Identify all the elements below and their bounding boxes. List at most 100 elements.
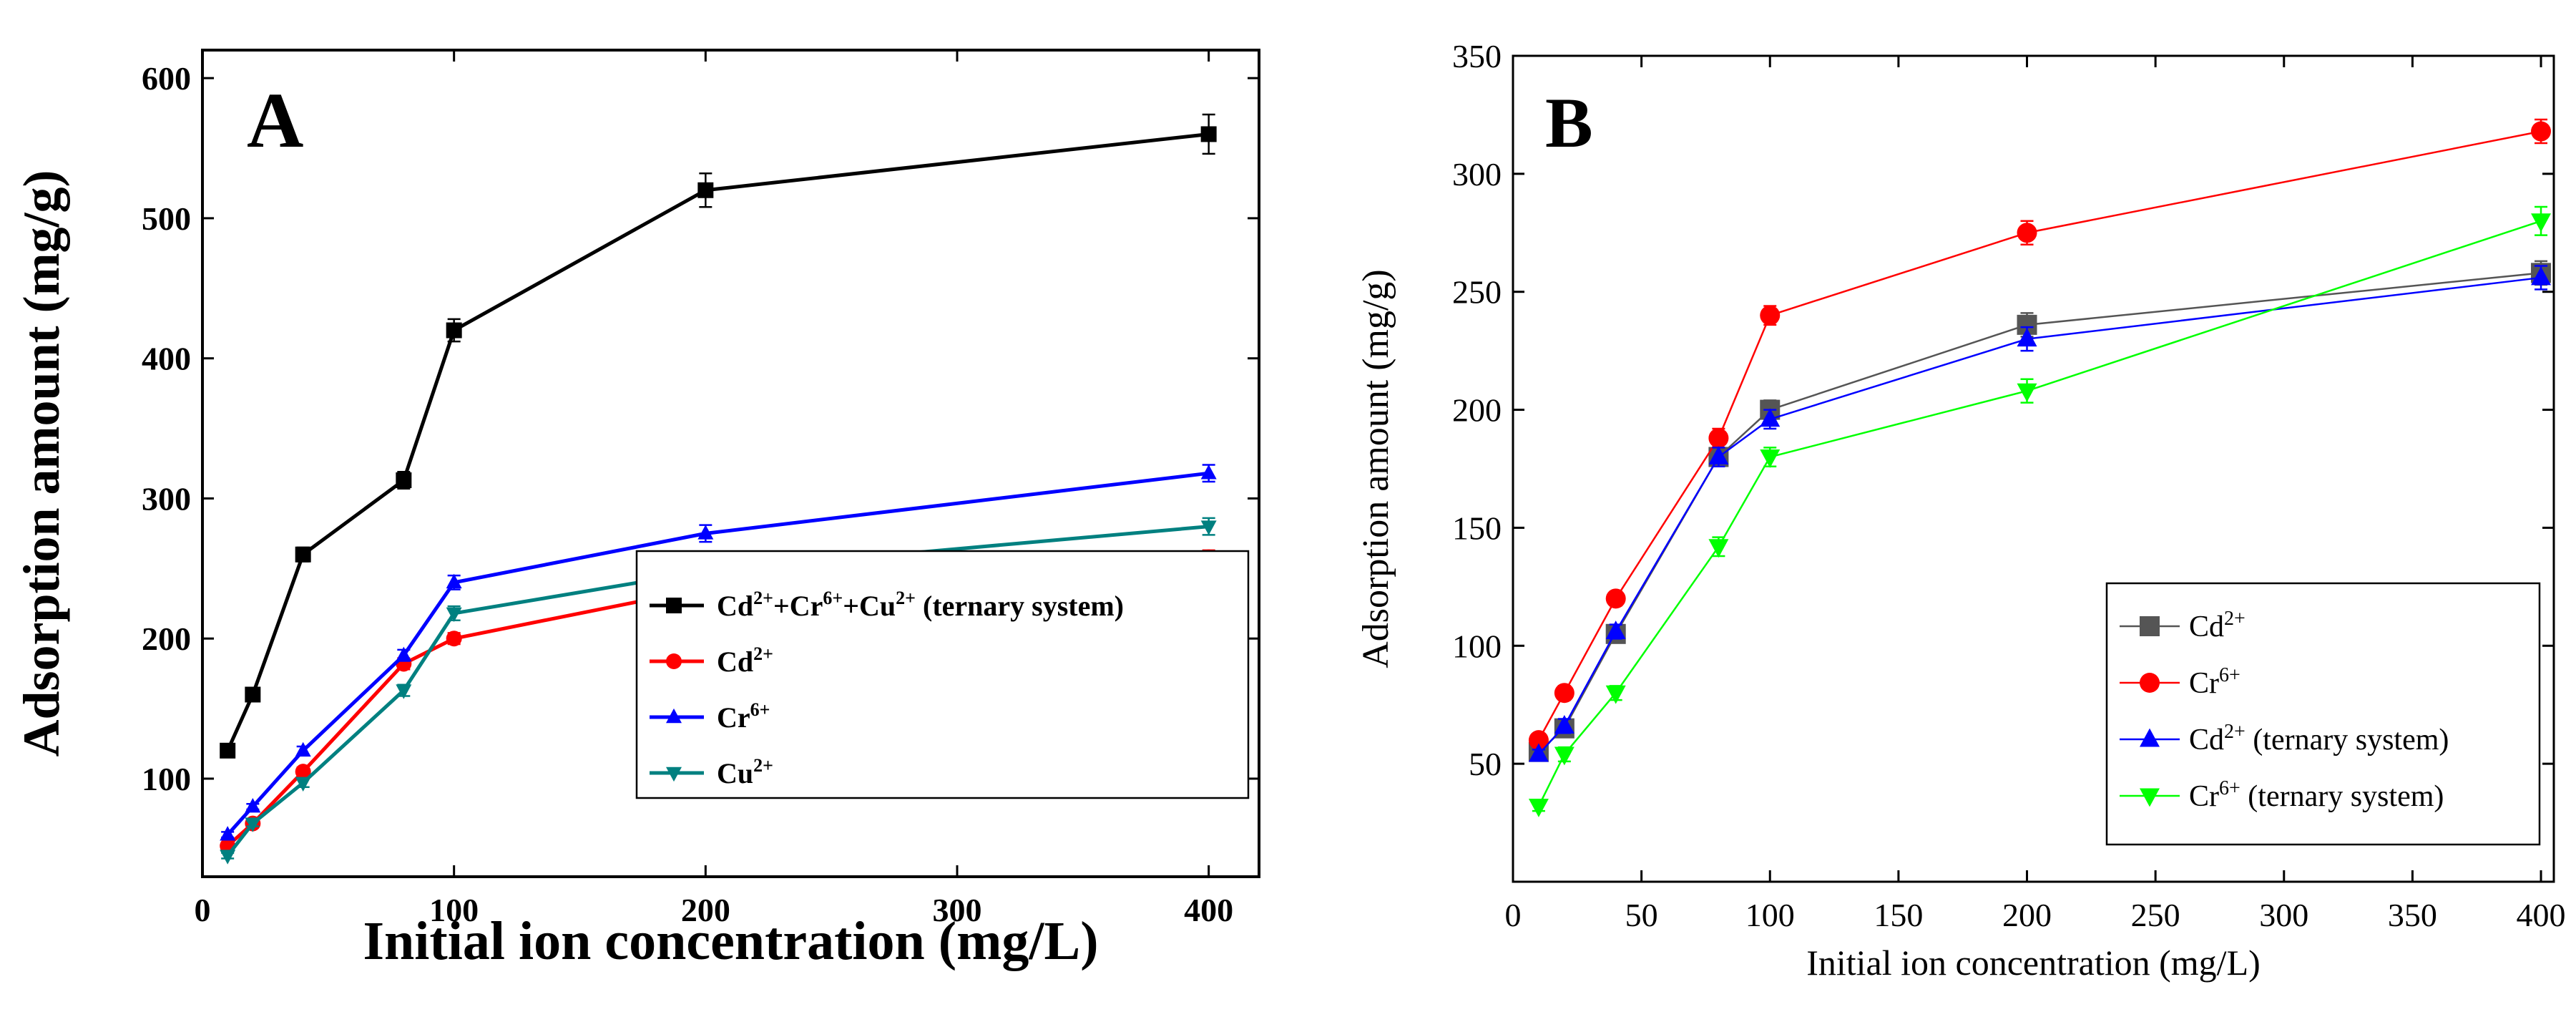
legend-label: Cr6+ xyxy=(717,699,770,734)
legend-superscript: 2+ xyxy=(753,755,773,776)
data-point xyxy=(1528,798,1549,817)
legend-label: Cd2+ xyxy=(717,643,773,678)
x-tick-label: 100 xyxy=(1745,897,1795,933)
x-axis-label: Initial ion concentration (mg/L) xyxy=(363,911,1098,971)
legend-text: +Cr xyxy=(773,590,823,622)
legend-text: Cd xyxy=(2189,724,2224,756)
data-point xyxy=(2531,121,2552,142)
x-tick-label: 200 xyxy=(2002,897,2052,933)
y-tick-label: 50 xyxy=(1469,746,1502,782)
y-tick-label: 300 xyxy=(1452,156,1502,193)
data-point xyxy=(1554,746,1575,766)
y-tick-label: 100 xyxy=(1452,628,1502,664)
data-point xyxy=(1554,683,1575,704)
x-tick-label: 400 xyxy=(2517,897,2566,933)
legend-label: Cu2+ xyxy=(717,755,773,789)
data-point xyxy=(1708,428,1729,449)
data-point xyxy=(697,182,714,198)
legend-label: Cd2+ xyxy=(2189,608,2246,643)
y-axis-label: Adsorption amount (mg/g) xyxy=(1356,269,1396,668)
panel-label: A xyxy=(247,77,303,164)
legend: Cd2++Cr6++Cu2+ (ternary system)Cd2+Cr6+C… xyxy=(635,550,1250,799)
x-tick-label: 0 xyxy=(195,892,211,928)
data-point xyxy=(446,631,462,647)
data-point xyxy=(295,764,311,780)
series-2 xyxy=(220,464,1217,841)
data-point xyxy=(220,826,236,841)
data-point xyxy=(1708,539,1729,558)
plot-frame xyxy=(1512,54,2555,883)
data-point xyxy=(1528,730,1549,751)
y-tick-label: 150 xyxy=(1452,510,1502,546)
y-tick-label: 400 xyxy=(142,341,191,377)
legend-label: Cd2+ (ternary system) xyxy=(2189,721,2449,756)
data-point xyxy=(446,573,462,589)
legend-text: (ternary system) xyxy=(2240,780,2444,813)
data-point xyxy=(1200,126,1217,142)
panel-b: 0 50 100 150 200 250 300 350 400 50 100 150 200 250 30… xyxy=(1356,38,2566,983)
data-point xyxy=(1528,743,1549,762)
legend-marker xyxy=(2140,616,2160,636)
x-tick-label: 0 xyxy=(1505,897,1522,933)
legend-superscript: 2+ xyxy=(753,643,773,664)
legend-superscript: 6+ xyxy=(823,588,843,608)
legend-marker xyxy=(666,767,682,782)
data-point xyxy=(697,525,714,540)
data-point xyxy=(245,686,261,703)
data-point xyxy=(1554,714,1575,734)
data-point xyxy=(1605,588,1626,609)
data-point xyxy=(1760,449,1781,468)
legend-item: Cr6+ xyxy=(2120,664,2240,700)
data-point xyxy=(220,850,236,865)
y-tick-label: 250 xyxy=(1452,274,1502,311)
data-point xyxy=(396,472,412,488)
data-point xyxy=(2531,213,2552,233)
data-point xyxy=(2017,383,2037,402)
legend-text: Cu xyxy=(717,757,753,789)
legend-text: (ternary system) xyxy=(916,590,1124,622)
series-3 xyxy=(1528,205,2552,817)
series-1 xyxy=(1528,118,2552,751)
legend-item: Cr6+ (ternary system) xyxy=(2120,777,2444,813)
panel-a: 0 100 200 300 400 100 200 300 400 500 600 Initial i… xyxy=(13,49,1260,971)
legend-marker xyxy=(666,598,682,613)
legend-item: Cr6+ xyxy=(650,699,770,734)
legend-text: Cd xyxy=(717,590,753,622)
legend-superscript: 2+ xyxy=(753,588,773,608)
y-tick-label: 600 xyxy=(142,60,191,97)
x-tick-label: 400 xyxy=(1184,892,1233,928)
data-point xyxy=(1200,520,1217,535)
legend-superscript: 6+ xyxy=(750,699,770,720)
legend-item: Cd2+ xyxy=(2120,608,2246,643)
legend-superscript: 6+ xyxy=(2219,777,2240,799)
legend-label: Cd2++Cr6++Cu2+ (ternary system) xyxy=(717,588,1124,622)
series-2 xyxy=(1528,265,2552,762)
legend-superscript: 6+ xyxy=(2219,664,2240,686)
x-tick-label: 300 xyxy=(933,892,982,928)
data-point xyxy=(1200,464,1217,480)
legend-item: Cu2+ xyxy=(650,755,773,789)
plot-frame xyxy=(201,49,1260,878)
legend-marker xyxy=(666,708,682,724)
legend-item: Cd2+ xyxy=(650,643,773,678)
legend-marker xyxy=(666,653,682,669)
x-tick-label: 50 xyxy=(1625,897,1658,933)
legend-text: Cr xyxy=(2189,780,2219,813)
legend-superscript: 2+ xyxy=(896,588,916,608)
x-tick-label: 100 xyxy=(429,892,479,928)
legend-item: Cd2++Cr6++Cu2+ (ternary system) xyxy=(650,588,1124,622)
data-point xyxy=(1760,305,1781,326)
data-point xyxy=(1605,685,1626,704)
legend-label: Cr6+ xyxy=(2189,664,2240,700)
data-point xyxy=(1760,408,1781,427)
data-point xyxy=(295,777,311,792)
data-point xyxy=(446,607,462,623)
legend-marker xyxy=(2140,728,2160,747)
data-point xyxy=(1605,621,1626,640)
legend-text: (ternary system) xyxy=(2246,724,2449,756)
x-axis-label: Initial ion concentration (mg/L) xyxy=(1806,943,2261,983)
legend-marker xyxy=(2140,673,2160,693)
data-point xyxy=(245,798,261,813)
legend-text: Cd xyxy=(2189,610,2224,643)
